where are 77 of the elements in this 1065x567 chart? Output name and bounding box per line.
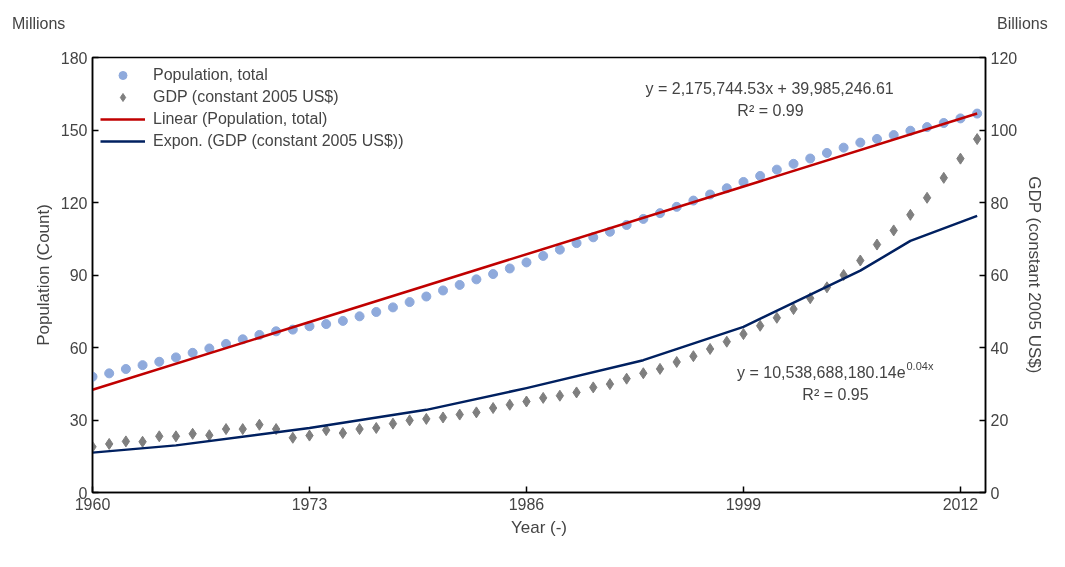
point (655, 362, 665, 375)
annotation: y = 2,175,744.53x + 39,985,246.61 (645, 80, 894, 97)
point (354, 311, 365, 322)
point (838, 142, 849, 153)
point (922, 191, 932, 204)
y2-axis-title: GDP (constant 2005 US$) (1025, 176, 1045, 374)
y2-tick-label: 20 (990, 412, 1009, 429)
y2-tick-label: 120 (990, 49, 1018, 67)
legend-label: Expon. (GDP (constant 2005 US$)) (153, 132, 404, 150)
x-tick-label: 1973 (291, 495, 328, 513)
point (772, 311, 782, 324)
x-tick-label: 2012 (942, 495, 979, 513)
legend-label: Linear (Population, total) (153, 110, 328, 128)
point (738, 176, 749, 187)
point (771, 164, 782, 175)
legend-label: GDP (constant 2005 US$) (153, 88, 339, 106)
point (137, 360, 148, 371)
point (805, 153, 816, 164)
point (387, 302, 398, 313)
point (438, 285, 449, 296)
point (204, 343, 215, 354)
point (872, 133, 882, 144)
point (321, 319, 332, 330)
point (555, 389, 565, 402)
point (421, 291, 432, 302)
point (120, 364, 131, 374)
point (171, 430, 181, 443)
annotation: R² = 0.95 (802, 386, 869, 403)
y-tick-label: 180 (60, 49, 88, 67)
x-tick-label: 1986 (508, 495, 545, 513)
point (488, 269, 499, 280)
y-tick-label: 90 (69, 267, 88, 284)
y2-tick-label: 80 (990, 194, 1009, 212)
y2-tick-label: 100 (990, 122, 1018, 139)
legend-label: Population, total (153, 66, 268, 84)
point (672, 356, 681, 368)
point (438, 411, 448, 424)
y-axis-title: Population (Count) (33, 204, 53, 346)
point (538, 250, 549, 261)
point (755, 170, 766, 181)
point (404, 297, 415, 308)
y-tick-label: 120 (60, 194, 88, 212)
x-tick-label: 1999 (725, 495, 762, 513)
point (154, 356, 165, 367)
point (371, 306, 382, 317)
y2-tick-label: 40 (990, 339, 1009, 357)
point (605, 378, 615, 391)
line-series (92, 214, 979, 454)
text: Millions (12, 14, 66, 34)
y2-tick-label: 60 (990, 267, 1009, 284)
x-axis-title: Year (-) (510, 517, 568, 537)
y2-tick-label: 0 (990, 484, 1000, 502)
point (788, 158, 799, 169)
y-tick-label: 150 (60, 122, 88, 139)
point (388, 417, 398, 430)
text: Billions (997, 14, 1048, 34)
point (471, 274, 482, 285)
point (821, 147, 832, 158)
point (121, 435, 131, 448)
point (104, 368, 115, 379)
point (521, 257, 532, 268)
point (170, 352, 181, 363)
point (337, 315, 348, 326)
point (554, 244, 565, 255)
y-tick-label: 60 (69, 339, 88, 357)
point (454, 279, 465, 290)
point (187, 347, 198, 358)
point (338, 427, 348, 440)
point (872, 238, 882, 251)
point (855, 137, 866, 148)
annotation: R² = 0.99 (737, 102, 804, 119)
point (972, 133, 982, 146)
point (705, 342, 715, 355)
point (221, 423, 231, 436)
point (504, 263, 515, 274)
point (488, 402, 498, 415)
y-tick-label: 30 (69, 412, 88, 429)
